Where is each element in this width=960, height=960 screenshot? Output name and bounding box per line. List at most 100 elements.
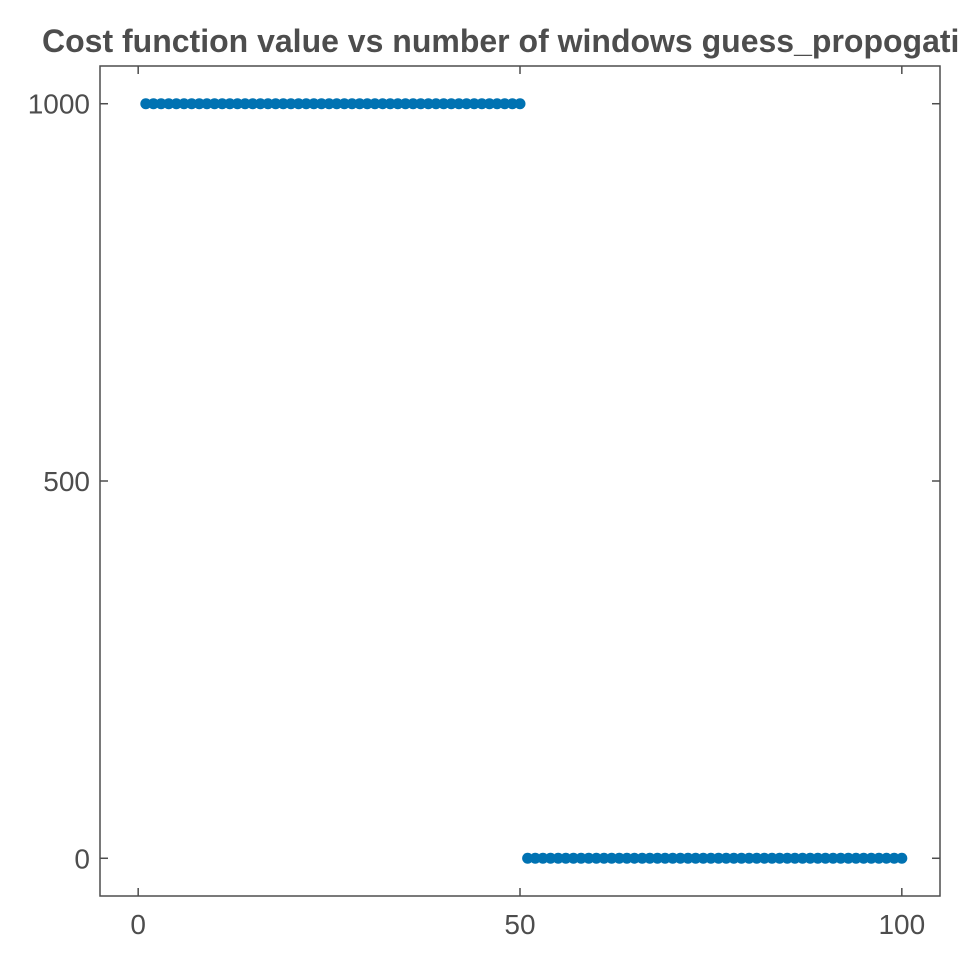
data-point xyxy=(262,98,274,110)
data-point xyxy=(735,852,747,864)
data-point xyxy=(323,98,335,110)
data-point xyxy=(415,98,427,110)
data-point xyxy=(247,98,259,110)
data-point xyxy=(285,98,297,110)
data-point xyxy=(797,852,809,864)
data-point xyxy=(644,852,656,864)
x-tick-label: 100 xyxy=(878,909,925,940)
data-point xyxy=(293,98,305,110)
data-point xyxy=(315,98,327,110)
data-point xyxy=(453,98,465,110)
data-point xyxy=(613,852,625,864)
data-point xyxy=(216,98,228,110)
data-point xyxy=(697,852,709,864)
data-point xyxy=(430,98,442,110)
data-point xyxy=(590,852,602,864)
data-point xyxy=(407,98,419,110)
data-point xyxy=(667,852,679,864)
data-point xyxy=(545,852,557,864)
data-point xyxy=(308,98,320,110)
data-point xyxy=(674,852,686,864)
data-point xyxy=(254,98,266,110)
data-point xyxy=(705,852,717,864)
data-point xyxy=(155,98,167,110)
data-point xyxy=(422,98,434,110)
data-point xyxy=(193,98,205,110)
data-point xyxy=(896,852,908,864)
y-tick-label: 1000 xyxy=(28,89,90,120)
data-point xyxy=(529,852,541,864)
data-point xyxy=(751,852,763,864)
data-point xyxy=(468,98,480,110)
data-point xyxy=(598,852,610,864)
y-tick-label: 0 xyxy=(74,843,90,874)
data-point xyxy=(743,852,755,864)
data-point xyxy=(720,852,732,864)
data-point xyxy=(629,852,641,864)
data-point xyxy=(789,852,801,864)
data-point xyxy=(384,98,396,110)
y-tick-label: 500 xyxy=(43,466,90,497)
data-point xyxy=(758,852,770,864)
data-point xyxy=(239,98,251,110)
plot-frame xyxy=(99,65,941,897)
data-point xyxy=(483,98,495,110)
data-point xyxy=(888,852,900,864)
data-point xyxy=(231,98,243,110)
data-point xyxy=(522,852,534,864)
data-point xyxy=(827,852,839,864)
data-point xyxy=(537,852,549,864)
data-point xyxy=(224,98,236,110)
data-point xyxy=(354,98,366,110)
data-point xyxy=(445,98,457,110)
data-point xyxy=(178,98,190,110)
data-point xyxy=(873,852,885,864)
data-point xyxy=(170,98,182,110)
x-tick-label: 0 xyxy=(130,909,146,940)
data-point xyxy=(277,98,289,110)
data-point xyxy=(552,852,564,864)
chart-title: Cost function value vs number of windows… xyxy=(42,23,959,59)
data-point xyxy=(766,852,778,864)
data-point xyxy=(331,98,343,110)
data-point xyxy=(804,852,816,864)
data-point xyxy=(774,852,786,864)
data-point xyxy=(140,98,152,110)
data-point xyxy=(575,852,587,864)
data-point xyxy=(163,98,175,110)
data-point xyxy=(651,852,663,864)
data-point xyxy=(499,98,511,110)
data-point xyxy=(506,98,518,110)
data-point xyxy=(186,98,198,110)
data-point xyxy=(300,98,312,110)
data-point xyxy=(560,852,572,864)
data-point xyxy=(476,98,488,110)
data-point xyxy=(147,98,159,110)
data-point xyxy=(399,98,411,110)
data-points xyxy=(140,98,908,864)
data-point xyxy=(881,852,893,864)
data-point xyxy=(781,852,793,864)
data-point xyxy=(361,98,373,110)
data-point xyxy=(819,852,831,864)
data-point xyxy=(491,98,503,110)
data-point xyxy=(461,98,473,110)
data-point xyxy=(377,98,389,110)
x-tick-label: 50 xyxy=(504,909,535,940)
data-point xyxy=(392,98,404,110)
data-point xyxy=(201,98,213,110)
data-point xyxy=(270,98,282,110)
data-point xyxy=(606,852,618,864)
data-point xyxy=(514,98,526,110)
data-point xyxy=(835,852,847,864)
data-point xyxy=(812,852,824,864)
data-point xyxy=(438,98,450,110)
data-point xyxy=(659,852,671,864)
data-point xyxy=(728,852,740,864)
data-point xyxy=(850,852,862,864)
data-point xyxy=(338,98,350,110)
data-point xyxy=(346,98,358,110)
data-point xyxy=(583,852,595,864)
